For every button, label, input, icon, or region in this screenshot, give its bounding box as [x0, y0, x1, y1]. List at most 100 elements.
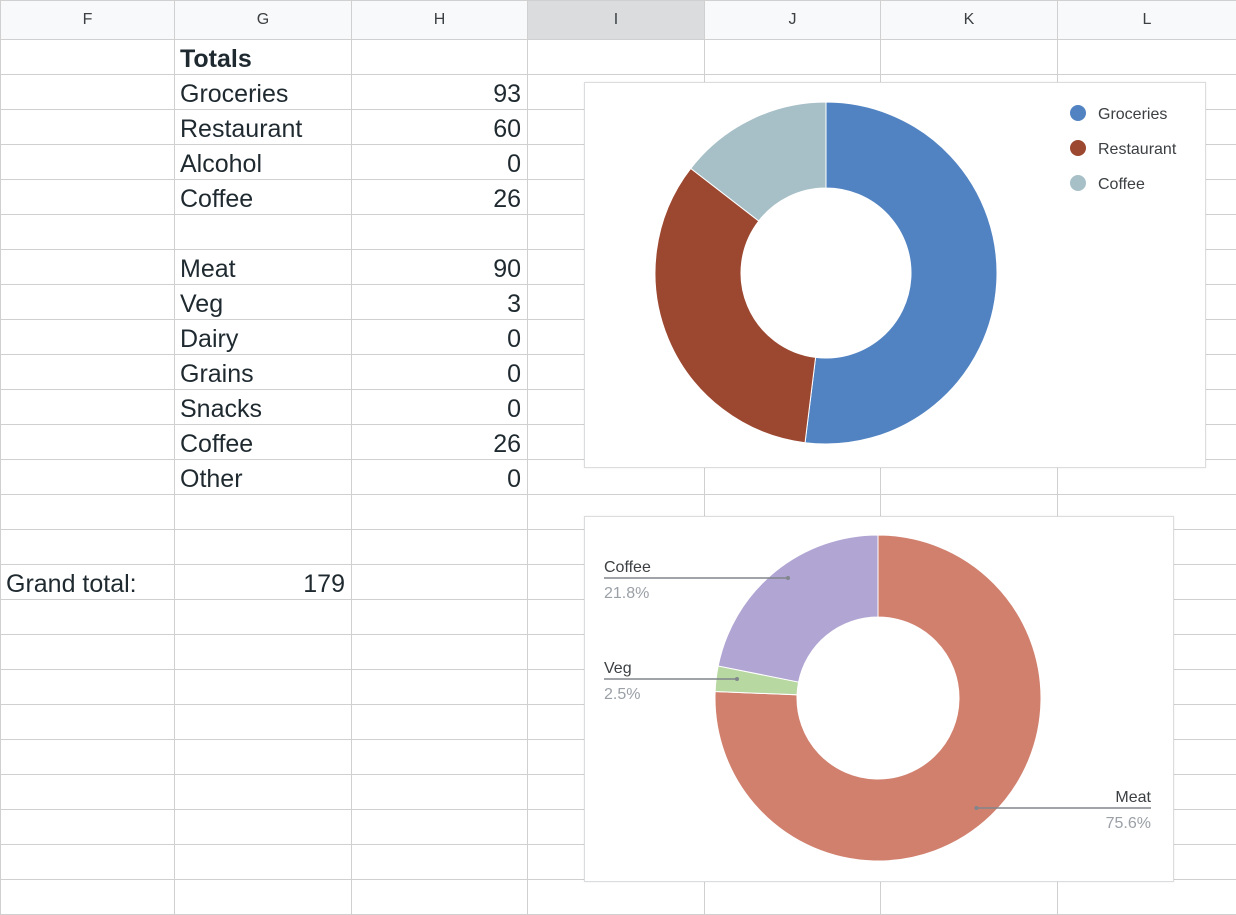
cell-g[interactable]: Veg	[175, 285, 352, 320]
cell-f[interactable]	[1, 635, 175, 670]
cell-h[interactable]	[352, 600, 528, 635]
cell-f[interactable]	[1, 880, 175, 915]
cell-h[interactable]: 0	[352, 320, 528, 355]
cell-f[interactable]	[1, 285, 175, 320]
cell-g[interactable]	[175, 740, 352, 775]
cell-g[interactable]: Dairy	[175, 320, 352, 355]
cell-f[interactable]	[1, 355, 175, 390]
legend-marker-restaurant	[1070, 140, 1086, 156]
cell-h[interactable]	[352, 705, 528, 740]
cell-l[interactable]	[1058, 880, 1236, 915]
cell-f[interactable]	[1, 250, 175, 285]
cell-g[interactable]	[175, 810, 352, 845]
column-header-i[interactable]: I	[528, 1, 705, 40]
cell-g[interactable]: Coffee	[175, 425, 352, 460]
cell-g[interactable]: Groceries	[175, 75, 352, 110]
cell-j[interactable]	[705, 880, 881, 915]
cell-f[interactable]	[1, 810, 175, 845]
cell-f[interactable]	[1, 145, 175, 180]
cell-f[interactable]	[1, 460, 175, 495]
legend-label-restaurant[interactable]: Restaurant	[1098, 141, 1177, 158]
cell-h[interactable]	[352, 635, 528, 670]
cell-g[interactable]: Other	[175, 460, 352, 495]
cell-g[interactable]: Meat	[175, 250, 352, 285]
cell-k[interactable]	[881, 40, 1058, 75]
cell-g[interactable]	[175, 670, 352, 705]
cell-g[interactable]: 179	[175, 565, 352, 600]
cell-g[interactable]	[175, 530, 352, 565]
cell-h[interactable]	[352, 740, 528, 775]
cell-f[interactable]	[1, 670, 175, 705]
cell-l[interactable]	[1058, 40, 1236, 75]
cell-f[interactable]	[1, 530, 175, 565]
cell-h[interactable]	[352, 215, 528, 250]
cell-h[interactable]: 93	[352, 75, 528, 110]
cell-g[interactable]: Snacks	[175, 390, 352, 425]
cell-f[interactable]	[1, 75, 175, 110]
cell-f[interactable]	[1, 215, 175, 250]
cell-h[interactable]	[352, 40, 528, 75]
cell-g[interactable]: Coffee	[175, 180, 352, 215]
chart-canvas: Groceries Restaurant Coffee	[585, 83, 1205, 467]
cell-f[interactable]	[1, 180, 175, 215]
cell-g[interactable]: Restaurant	[175, 110, 352, 145]
cell-f[interactable]	[1, 705, 175, 740]
cell-h[interactable]: 3	[352, 285, 528, 320]
cell-h[interactable]: 0	[352, 390, 528, 425]
cell-h[interactable]	[352, 530, 528, 565]
cell-h[interactable]	[352, 810, 528, 845]
cell-f[interactable]	[1, 40, 175, 75]
column-header-g[interactable]: G	[175, 1, 352, 40]
cell-h[interactable]: 0	[352, 145, 528, 180]
cell-h[interactable]: 26	[352, 180, 528, 215]
donut-slice-restaurant[interactable]	[655, 168, 816, 442]
cell-f[interactable]	[1, 775, 175, 810]
cell-h[interactable]: 0	[352, 460, 528, 495]
cell-g[interactable]	[175, 215, 352, 250]
cell-i[interactable]	[528, 40, 705, 75]
cell-i[interactable]	[528, 880, 705, 915]
cell-f[interactable]: Grand total:	[1, 565, 175, 600]
cell-g[interactable]: Alcohol	[175, 145, 352, 180]
cell-f[interactable]	[1, 740, 175, 775]
cell-h[interactable]	[352, 775, 528, 810]
legend-label-groceries[interactable]: Groceries	[1098, 106, 1167, 123]
cell-g[interactable]	[175, 600, 352, 635]
cell-f[interactable]	[1, 495, 175, 530]
column-header-j[interactable]: J	[705, 1, 881, 40]
cell-g[interactable]	[175, 635, 352, 670]
cell-f[interactable]	[1, 425, 175, 460]
cell-f[interactable]	[1, 390, 175, 425]
cell-g[interactable]	[175, 880, 352, 915]
cell-h[interactable]	[352, 565, 528, 600]
cell-h[interactable]: 26	[352, 425, 528, 460]
cell-j[interactable]	[705, 40, 881, 75]
cell-g[interactable]	[175, 775, 352, 810]
cell-h[interactable]	[352, 880, 528, 915]
column-header-h[interactable]: H	[352, 1, 528, 40]
donut-slice-coffee[interactable]	[718, 535, 878, 682]
column-header-k[interactable]: K	[881, 1, 1058, 40]
cell-g[interactable]: Totals	[175, 40, 352, 75]
cell-k[interactable]	[881, 880, 1058, 915]
cell-h[interactable]	[352, 845, 528, 880]
cell-f[interactable]	[1, 600, 175, 635]
legend-label-coffee[interactable]: Coffee	[1098, 176, 1145, 193]
cell-h[interactable]	[352, 670, 528, 705]
cell-f[interactable]	[1, 845, 175, 880]
column-header-f[interactable]: F	[1, 1, 175, 40]
cell-f[interactable]	[1, 320, 175, 355]
cell-g[interactable]: Grains	[175, 355, 352, 390]
column-header-l[interactable]: L	[1058, 1, 1236, 40]
donut-slice-groceries[interactable]	[805, 102, 997, 444]
cell-h[interactable]	[352, 495, 528, 530]
cell-g[interactable]	[175, 495, 352, 530]
cell-g[interactable]	[175, 845, 352, 880]
cell-h[interactable]: 60	[352, 110, 528, 145]
cell-h[interactable]: 0	[352, 355, 528, 390]
category-totals-donut-chart[interactable]: Groceries Restaurant Coffee	[584, 82, 1206, 468]
cell-h[interactable]: 90	[352, 250, 528, 285]
cell-f[interactable]	[1, 110, 175, 145]
cell-g[interactable]	[175, 705, 352, 740]
